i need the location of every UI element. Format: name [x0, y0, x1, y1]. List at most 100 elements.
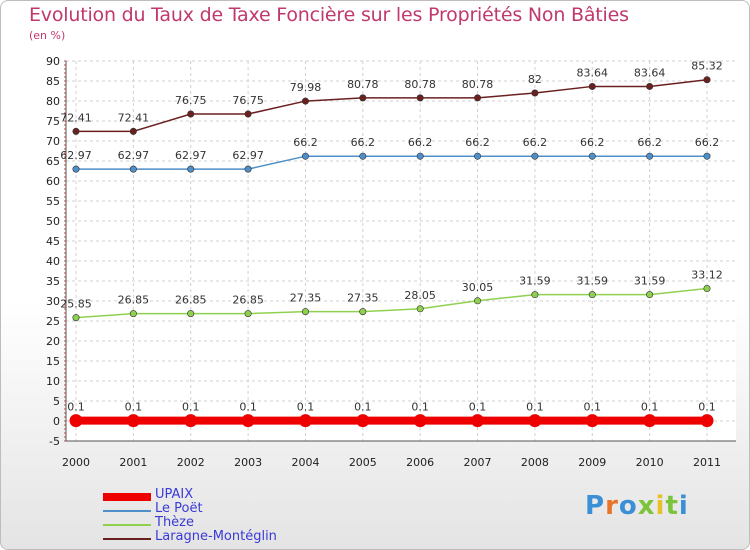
data-point	[413, 414, 427, 428]
logo-letter: i	[678, 491, 689, 521]
x-tick-label: 2009	[578, 456, 606, 469]
data-point	[356, 414, 370, 428]
data-point	[703, 285, 711, 293]
plot-area	[66, 61, 736, 441]
data-point	[129, 127, 137, 135]
data-point	[72, 314, 80, 322]
data-label: 30.05	[462, 281, 494, 294]
data-point	[646, 291, 654, 299]
data-label: 79.98	[290, 81, 322, 94]
data-label: 62.97	[118, 149, 150, 162]
x-tick-label: 2008	[521, 456, 549, 469]
data-label: 0.1	[67, 401, 85, 414]
data-label: 26.85	[175, 294, 207, 307]
x-tick-label: 2005	[349, 456, 377, 469]
chart-subtitle: (en %)	[29, 29, 66, 42]
y-tick-label: 50	[46, 215, 60, 228]
data-label: 66.2	[637, 136, 662, 149]
y-tick-label: 15	[46, 355, 60, 368]
y-tick-label: 45	[46, 235, 60, 248]
data-point	[187, 165, 195, 173]
data-label: 0.1	[526, 401, 544, 414]
x-tick-label: 2010	[636, 456, 664, 469]
data-point	[301, 152, 309, 160]
x-tick-label: 2001	[119, 456, 147, 469]
logo-letter: o	[618, 491, 638, 521]
data-label: 0.1	[354, 401, 372, 414]
x-tick-label: 2003	[234, 456, 262, 469]
data-label: 80.78	[404, 78, 436, 91]
y-tick-label: 10	[46, 375, 60, 388]
data-label: 31.59	[519, 275, 551, 288]
legend-label: Le Poët	[155, 501, 203, 516]
data-point	[471, 414, 485, 428]
data-point	[703, 152, 711, 160]
data-point	[643, 414, 657, 428]
data-point	[359, 94, 367, 102]
y-tick-label: 55	[46, 195, 60, 208]
data-label: 66.2	[695, 136, 720, 149]
series-line	[76, 78, 708, 133]
proxiti-logo: Proxiti	[585, 491, 689, 521]
legend-label: Laragne-Montéglin	[155, 529, 277, 544]
legend-swatch	[103, 510, 151, 512]
data-label: 66.2	[465, 136, 490, 149]
data-point	[531, 152, 539, 160]
y-tick-label: 75	[46, 115, 60, 128]
x-tick-label: 2002	[177, 456, 205, 469]
y-tick-label: 25	[46, 315, 60, 328]
y-tick-label: 40	[46, 255, 60, 268]
data-point	[588, 152, 596, 160]
data-point	[72, 127, 80, 135]
data-point	[646, 152, 654, 160]
data-label: 25.85	[60, 298, 92, 311]
x-tick-label: 2007	[464, 456, 492, 469]
logo-letter: x	[637, 491, 656, 521]
legend-swatch	[103, 524, 151, 526]
data-label: 83.64	[634, 66, 666, 79]
data-label: 82	[528, 73, 542, 86]
x-tick-label: 2006	[406, 456, 434, 469]
data-point	[703, 76, 711, 84]
y-tick-label: 30	[46, 295, 60, 308]
logo-letter: P	[585, 491, 606, 521]
x-tick-label: 2000	[62, 456, 90, 469]
data-point	[244, 165, 252, 173]
data-label: 26.85	[232, 294, 264, 307]
y-tick-label: 85	[46, 75, 60, 88]
data-point	[244, 310, 252, 318]
data-label: 27.35	[290, 292, 322, 305]
data-point	[474, 94, 482, 102]
y-tick-label: 60	[46, 175, 60, 188]
data-label: 31.59	[634, 275, 666, 288]
data-label: 80.78	[347, 78, 379, 91]
y-tick-label: 35	[46, 275, 60, 288]
data-point	[301, 308, 309, 316]
data-label: 72.41	[60, 111, 92, 124]
data-point	[588, 291, 596, 299]
data-point	[126, 414, 140, 428]
data-label: 33.12	[691, 269, 723, 282]
x-tick-label: 2011	[693, 456, 721, 469]
legend-swatch	[103, 493, 151, 501]
data-label: 0.1	[239, 401, 257, 414]
data-label: 66.2	[351, 136, 376, 149]
data-label: 85.32	[691, 60, 723, 73]
data-point	[416, 305, 424, 313]
data-label: 62.97	[232, 149, 264, 162]
data-label: 0.1	[411, 401, 429, 414]
data-label: 0.1	[469, 401, 487, 414]
x-tick-label: 2004	[291, 456, 319, 469]
data-label: 66.2	[293, 136, 318, 149]
y-tick-label: 70	[46, 135, 60, 148]
data-point	[241, 414, 255, 428]
data-label: 62.97	[175, 149, 207, 162]
data-point	[474, 297, 482, 305]
data-label: 0.1	[125, 401, 143, 414]
legend-swatch	[103, 538, 151, 540]
data-point	[72, 165, 80, 173]
logo-letter: r	[605, 491, 619, 521]
data-label: 0.1	[641, 401, 659, 414]
series-line	[76, 155, 707, 170]
